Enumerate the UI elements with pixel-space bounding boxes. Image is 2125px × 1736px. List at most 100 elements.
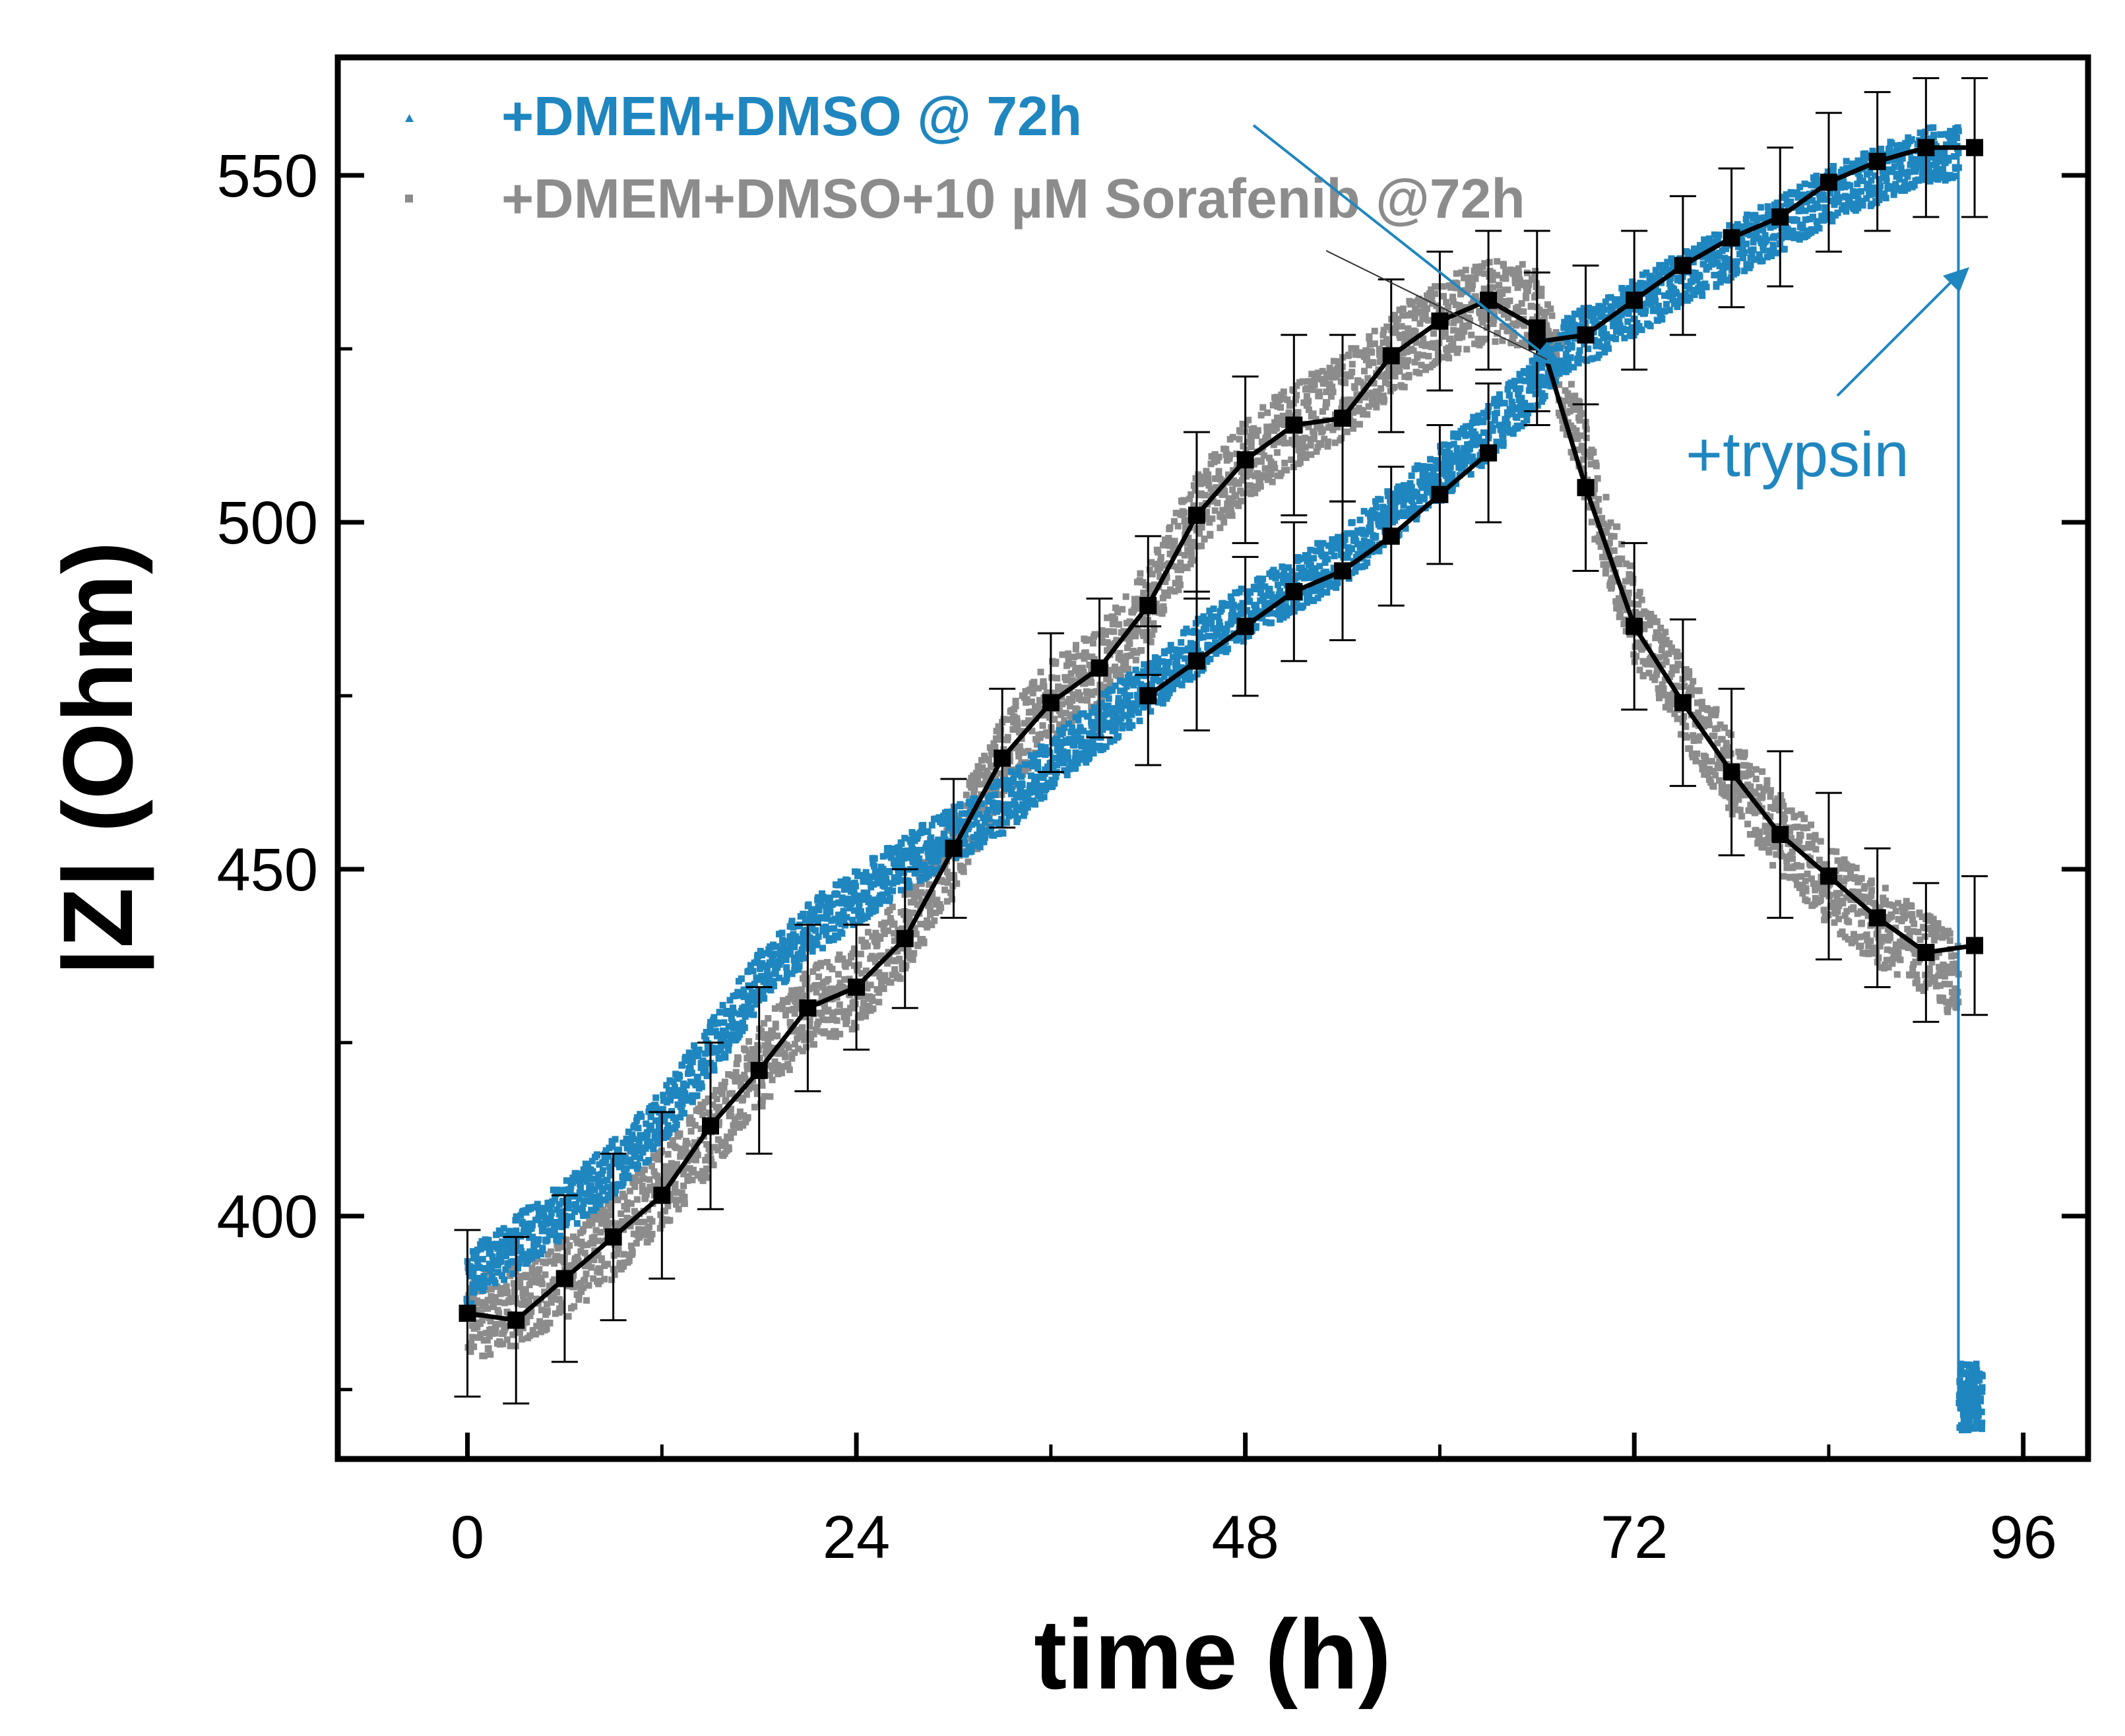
dmso-data-point — [850, 907, 858, 914]
sorafenib-data-point — [680, 1182, 687, 1189]
sorafenib-data-point — [1371, 340, 1378, 348]
sorafenib-data-point — [1102, 684, 1109, 691]
dmso-data-point — [1003, 819, 1010, 826]
sorafenib-data-point — [1226, 455, 1233, 462]
dmso-data-point — [465, 1265, 472, 1272]
sorafenib-data-point — [1579, 445, 1587, 452]
sorafenib-data-point — [1835, 875, 1843, 882]
dmso-data-point — [684, 1096, 691, 1103]
sorafenib-data-point — [1227, 506, 1234, 513]
sorafenib-data-point — [1106, 628, 1113, 635]
sorafenib-data-point — [1752, 790, 1759, 797]
sorafenib-data-point — [784, 1063, 792, 1070]
dmso-data-point — [548, 1210, 555, 1217]
dmso-data-point — [579, 1190, 587, 1197]
dmso-data-point — [852, 883, 859, 890]
sorafenib-data-point — [588, 1264, 595, 1271]
sorafenib-data-point — [1238, 477, 1246, 484]
sorafenib-data-point — [1481, 260, 1488, 267]
sorafenib-data-point — [1658, 646, 1665, 654]
sorafenib-data-point — [1014, 718, 1021, 726]
dmso-data-point — [817, 902, 825, 909]
sorafenib-data-point — [1157, 573, 1164, 580]
sorafenib-data-point — [769, 1076, 776, 1084]
sorafenib-data-point — [1771, 805, 1778, 812]
sorafenib-data-point — [480, 1337, 488, 1344]
sorafenib-data-point — [1069, 691, 1077, 698]
sorafenib-data-point — [1591, 485, 1599, 493]
sorafenib-data-point — [1312, 416, 1319, 423]
sorafenib-data-point — [1215, 468, 1222, 475]
sorafenib-data-point — [1036, 734, 1044, 741]
dmso-data-point — [904, 854, 912, 861]
sorafenib-data-point — [1953, 1004, 1960, 1011]
sorafenib-data-point — [771, 1005, 778, 1012]
dmso-data-point — [870, 859, 877, 867]
sorafenib-data-point — [1288, 437, 1296, 444]
sorafenib-data-point — [792, 997, 799, 1005]
sorafenib-data-point — [887, 979, 895, 986]
sorafenib-data-point — [716, 1103, 723, 1111]
sorafenib-data-point — [1226, 479, 1234, 486]
sorafenib-data-point — [1630, 579, 1637, 586]
sorafenib-data-point — [1213, 457, 1221, 464]
sorafenib-data-point — [1695, 709, 1702, 716]
sorafenib-data-point — [1817, 896, 1824, 904]
sorafenib-data-point — [1074, 665, 1081, 672]
dmso-data-point — [644, 1131, 651, 1138]
sorafenib-data-point — [1373, 404, 1380, 411]
dmso-data-point — [469, 1248, 476, 1255]
sorafenib-data-point — [507, 1342, 514, 1349]
dmso-data-point — [695, 1053, 702, 1060]
sorafenib-data-point — [1221, 491, 1228, 498]
sorafenib-data-point — [544, 1307, 551, 1315]
sorafenib-data-point — [1784, 807, 1791, 815]
dmso-data-point — [953, 822, 961, 829]
sorafenib-data-point — [818, 993, 825, 1000]
dmso-data-point — [936, 817, 943, 824]
sorafenib-data-point — [1460, 311, 1467, 319]
sorafenib-data-point — [1003, 736, 1011, 743]
sorafenib-data-point — [474, 1299, 482, 1307]
sorafenib-data-point — [1600, 561, 1607, 568]
sorafenib-data-point — [1418, 361, 1425, 369]
sorafenib-data-point — [1019, 728, 1026, 735]
dmso-data-point — [517, 1244, 524, 1251]
sorafenib-data-point — [1403, 333, 1410, 340]
sorafenib-data-point — [1798, 863, 1805, 870]
sorafenib-data-point — [801, 970, 808, 977]
sorafenib-data-point — [1738, 813, 1746, 820]
sorafenib-data-point — [1702, 754, 1709, 761]
sorafenib-data-point — [849, 950, 856, 957]
sorafenib-data-point — [1447, 335, 1454, 342]
sorafenib-data-point — [1606, 540, 1613, 547]
sorafenib-data-point — [1694, 750, 1701, 757]
dmso-data-point — [484, 1279, 492, 1286]
sorafenib-data-point — [1953, 960, 1960, 968]
sorafenib-data-point — [889, 904, 896, 911]
sorafenib-data-point — [855, 961, 862, 968]
sorafenib-data-point — [1750, 831, 1757, 838]
sorafenib-data-point — [926, 881, 933, 888]
dmso-data-point — [550, 1187, 557, 1194]
sorafenib-data-point — [1618, 555, 1626, 563]
sorafenib-data-point — [1469, 282, 1476, 289]
sorafenib-data-point — [1347, 373, 1354, 380]
sorafenib-data-point — [897, 975, 904, 982]
sorafenib-data-point — [1719, 736, 1726, 743]
sorafenib-data-point — [771, 1058, 778, 1065]
dmso-data-point — [470, 1268, 477, 1276]
sorafenib-data-point — [1011, 744, 1019, 751]
sorafenib-data-point — [1069, 660, 1077, 667]
sorafenib-data-point — [1453, 284, 1460, 292]
dmso-data-point — [552, 1191, 559, 1198]
sorafenib-data-point — [786, 1018, 794, 1026]
sorafenib-data-point — [1439, 333, 1446, 340]
sorafenib-data-point — [862, 967, 870, 974]
dmso-data-point — [1024, 803, 1031, 811]
sorafenib-data-point — [910, 950, 918, 957]
sorafenib-data-point — [1368, 389, 1376, 396]
sorafenib-data-point — [1478, 308, 1486, 315]
dmso-data-point — [934, 857, 941, 864]
sorafenib-data-point — [1444, 303, 1451, 311]
